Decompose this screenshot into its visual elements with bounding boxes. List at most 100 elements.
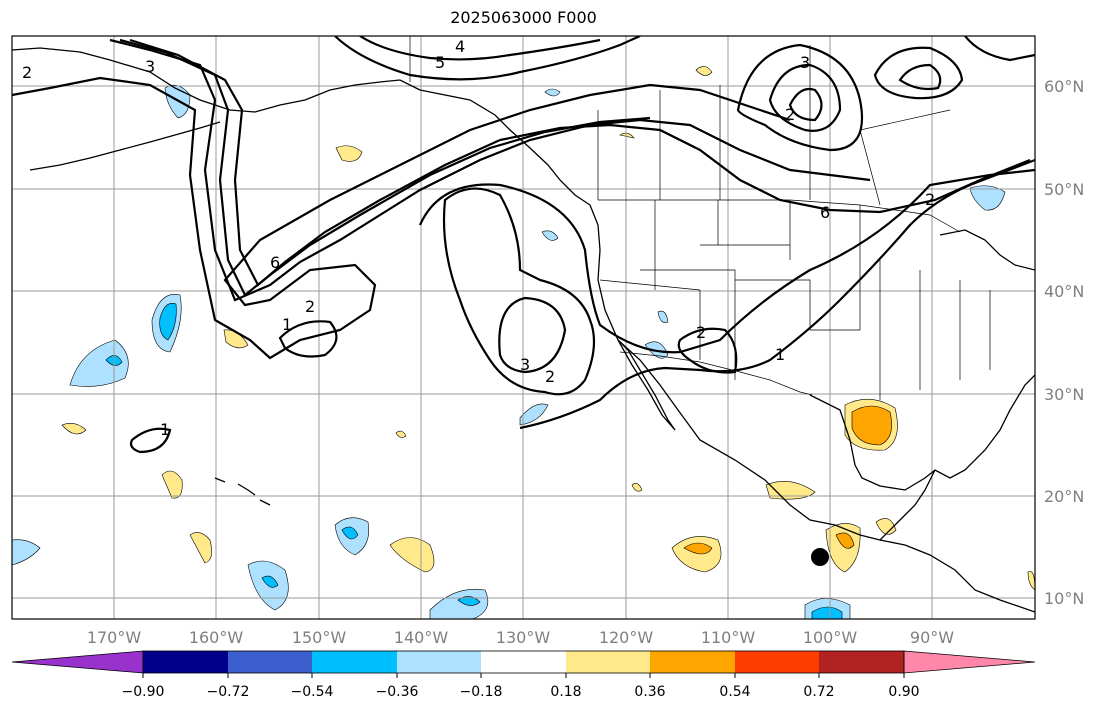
political-borders bbox=[409, 36, 991, 400]
contour-line bbox=[768, 63, 842, 132]
lon-label: 90°W bbox=[910, 628, 954, 647]
colorbar-label: −0.36 bbox=[376, 684, 419, 700]
contour-labels: 3 2 2 1 6 6 4 5 1 2 3 2 2 1 2 3 bbox=[22, 37, 935, 439]
shade-blob bbox=[159, 303, 177, 341]
colorbar-segment bbox=[650, 651, 735, 673]
shade-blob bbox=[695, 66, 713, 76]
province-borders bbox=[597, 45, 951, 206]
colorbar-label: −0.72 bbox=[207, 684, 250, 700]
contour-label-1: 1 bbox=[282, 315, 292, 334]
contour-line bbox=[898, 63, 942, 91]
lat-label: 40°N bbox=[1044, 282, 1084, 301]
shade-blob bbox=[765, 480, 816, 500]
colorbar-segment bbox=[228, 651, 312, 673]
shade-blob bbox=[969, 185, 1006, 211]
contour-line bbox=[129, 38, 501, 287]
contour-line bbox=[12, 76, 791, 360]
colorbar-label: 0.90 bbox=[888, 684, 919, 700]
lon-label: 110°W bbox=[701, 628, 756, 647]
shade-blob bbox=[457, 596, 481, 606]
colorbar-label: 0.54 bbox=[719, 684, 750, 700]
contour-line bbox=[109, 38, 871, 302]
colorbar: −0.90 −0.72 −0.54 −0.36 −0.18 0.18 0.36 … bbox=[11, 650, 1036, 700]
shade-blob bbox=[683, 542, 713, 555]
contour-line bbox=[129, 427, 172, 454]
colorbar-label: −0.54 bbox=[291, 684, 334, 700]
coastline-baja bbox=[617, 339, 676, 431]
lat-label: 60°N bbox=[1044, 77, 1084, 96]
location-marker bbox=[811, 548, 829, 566]
colorbar-segment bbox=[397, 651, 481, 673]
latitude-labels: 60°N 50°N 40°N 30°N 20°N 10°N bbox=[1044, 77, 1084, 608]
map-frame bbox=[11, 35, 1036, 620]
colorbar-label: 0.18 bbox=[550, 684, 581, 700]
lat-label: 20°N bbox=[1044, 487, 1084, 506]
colorbar-extend-high bbox=[903, 650, 1036, 674]
shade-blob bbox=[61, 423, 87, 435]
graticule bbox=[12, 36, 1035, 619]
contour-label-3: 3 bbox=[800, 53, 810, 72]
shade-blob bbox=[657, 310, 669, 323]
lon-label: 130°W bbox=[496, 628, 551, 647]
contour-line bbox=[418, 168, 1035, 354]
contour-line bbox=[499, 123, 1031, 214]
shade-blob bbox=[12, 539, 41, 566]
border-us-mexico bbox=[619, 351, 813, 396]
contours bbox=[12, 36, 1035, 454]
shade-blob bbox=[341, 526, 359, 540]
shade-blob bbox=[335, 145, 363, 162]
contour-label-3: 3 bbox=[145, 57, 155, 76]
contour-label-4: 4 bbox=[455, 37, 465, 56]
contour-line bbox=[519, 158, 1035, 430]
colorbar-segment bbox=[481, 651, 566, 673]
lon-label: 160°W bbox=[189, 628, 244, 647]
contour-label-1: 1 bbox=[160, 420, 170, 439]
contour-line bbox=[873, 46, 964, 100]
shade-blob bbox=[189, 532, 212, 564]
colorbar-ticks bbox=[142, 673, 905, 678]
shade-blob bbox=[825, 523, 861, 573]
contour-label-1: 1 bbox=[775, 345, 785, 364]
contour-line bbox=[498, 296, 567, 374]
colorbar-label: 0.36 bbox=[634, 684, 665, 700]
shade-blob bbox=[875, 518, 897, 535]
contour-label-5: 5 bbox=[435, 53, 445, 72]
shade-blob bbox=[519, 403, 549, 426]
shade-blob bbox=[851, 405, 892, 446]
coastline-aleutians bbox=[29, 121, 221, 171]
shade-blob bbox=[261, 575, 279, 588]
longitude-labels: 170°W 160°W 150°W 140°W 130°W 120°W 110°… bbox=[87, 628, 954, 647]
lat-label: 50°N bbox=[1044, 180, 1084, 199]
contour-label-3: 3 bbox=[520, 355, 530, 374]
shade-blob bbox=[389, 537, 435, 573]
contour-label-2: 2 bbox=[22, 63, 32, 82]
contour-line bbox=[278, 320, 338, 358]
map-area: 3 2 2 1 6 6 4 5 1 2 3 2 2 1 2 3 bbox=[12, 36, 1035, 619]
coastline-hawaii bbox=[214, 477, 271, 506]
contour-line bbox=[788, 87, 823, 122]
coastline-north-america bbox=[419, 89, 1035, 613]
lat-label: 30°N bbox=[1044, 385, 1084, 404]
colorbar-segment bbox=[735, 651, 819, 673]
colorbar-label: 0.72 bbox=[803, 684, 834, 700]
contour-label-2: 2 bbox=[785, 105, 795, 124]
colorbar-segment bbox=[143, 651, 228, 673]
colorbar-label: −0.90 bbox=[122, 684, 165, 700]
shade-blob bbox=[1027, 571, 1035, 591]
contour-label-6: 6 bbox=[820, 203, 830, 222]
contour-label-2: 2 bbox=[696, 323, 706, 342]
state-borders bbox=[599, 200, 991, 400]
contour-line bbox=[359, 36, 601, 61]
border-canada-us bbox=[598, 199, 961, 233]
colorbar-segment bbox=[566, 651, 650, 673]
contour-label-6: 6 bbox=[270, 253, 280, 272]
contour-label-2: 2 bbox=[305, 297, 315, 316]
shade-blob bbox=[395, 430, 407, 438]
contour-label-2: 2 bbox=[545, 367, 555, 386]
shade-blob bbox=[671, 536, 722, 573]
contour-line bbox=[964, 36, 1035, 62]
coastline-yucatan bbox=[879, 469, 936, 541]
shade-blob bbox=[541, 230, 559, 241]
coastline-gulf bbox=[809, 374, 1035, 491]
